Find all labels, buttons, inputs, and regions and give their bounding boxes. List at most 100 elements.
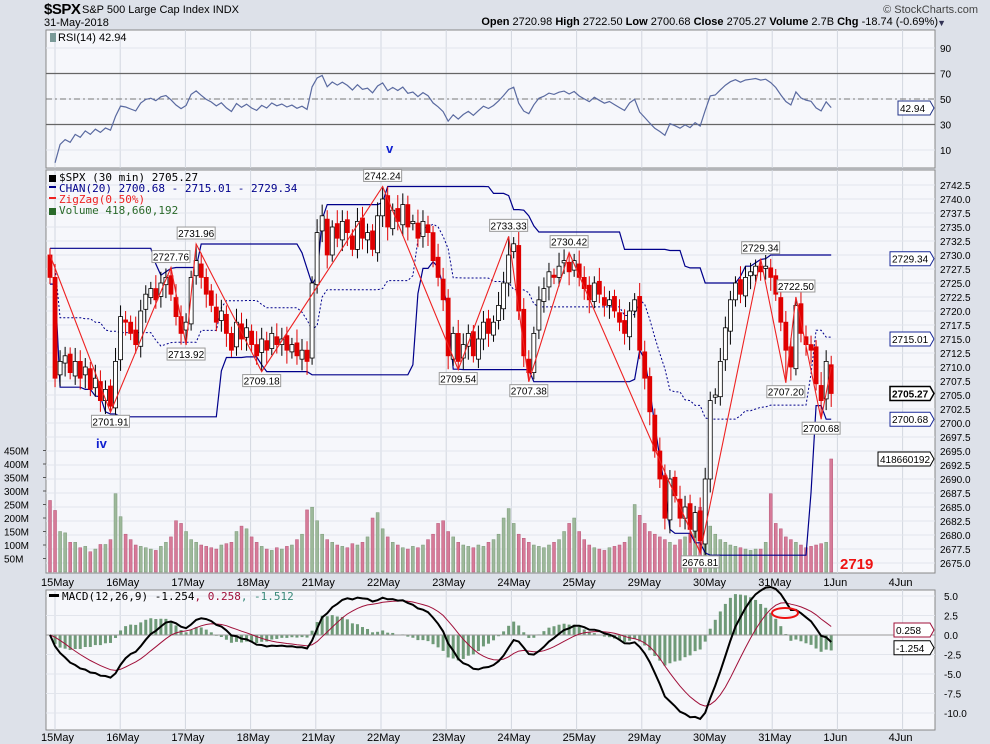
macd-signal-line [49,600,832,707]
candle [82,358,88,389]
volume-bar [557,539,561,573]
volume-tick-label: 400M [4,460,29,471]
candle-body [622,320,627,334]
chg-value: -18.74 (-0.69%) [861,16,938,28]
axis-marker-close-box [889,385,935,402]
volume-bar [607,547,612,573]
candle-body [707,400,713,480]
candle-body [677,498,683,519]
candle-body [733,282,738,301]
candle [198,252,204,289]
candle [722,316,728,371]
candle [229,326,234,357]
macd-histogram-bar [285,635,289,638]
candle [375,202,381,262]
candle [748,262,753,290]
candle [420,210,426,248]
candle [793,297,799,376]
candle-body [218,310,224,321]
macd-date-label: 31May [758,732,792,744]
dropdown-arrow-icon[interactable]: ▼ [937,18,946,28]
macd-histogram-bar [340,616,344,635]
pivot-label-text: 2707.38 [511,387,548,398]
chart-date: 31-May-2018 [44,17,109,29]
candle-body [349,235,355,250]
volume-bar [290,544,294,573]
volume-bar [123,533,128,573]
volume-bar [622,542,627,573]
macd-histogram-bar [305,635,309,638]
candle [551,268,557,285]
volume-bar [562,531,566,573]
volume-bar [390,542,395,573]
candle [385,186,391,241]
price-tick-label: 2715.0 [940,335,971,346]
volume-bar [396,544,400,573]
zigzag-pivot-label: 2713.92 [166,347,206,361]
candle-body [722,327,728,361]
candle-body [405,204,411,228]
macd-histogram-bar [310,630,314,635]
macd-histogram-bar [723,603,727,635]
volume-bar [466,546,471,573]
candle-body [763,265,769,269]
macd-histogram-bar [179,630,183,635]
volume-tick-label: 350M [4,474,29,485]
axis-marker-channel: 2715.01 [889,331,935,347]
price-tick-label: 2732.5 [940,237,971,248]
volume-bar [572,517,576,573]
macd-histogram-bar [169,621,173,635]
volume-tick-label: 150M [4,528,29,539]
price-tick-label: 2700.0 [940,419,971,430]
volume-bar [159,546,163,573]
volume-tick-label: 450M [4,447,29,458]
volume-bar [63,532,67,573]
macd-histogram-bar [638,635,642,642]
candle [380,186,386,227]
price-tick-label: 2727.5 [940,265,971,276]
candle-body [360,217,365,239]
volume-bar [360,542,365,573]
macd-histogram-bar [124,626,128,635]
volume-bar [138,546,143,573]
macd-legend-part: MACD(12,26,9) -1.254 [62,590,195,603]
candle [733,276,738,307]
candle-body [309,282,315,359]
macd-histogram-bar [512,621,516,635]
macd-histogram-bar [78,635,82,649]
zigzag-pivot-label: 2722.50 [776,279,816,293]
price-date-label: 22May [367,577,401,589]
macd-histogram-bar [335,616,339,635]
volume-bar [582,539,586,573]
candle-body [591,282,597,302]
candle [158,271,164,308]
macd-histogram-bar [698,635,702,650]
volume-bar [743,548,748,573]
volume-bar [401,547,405,573]
volume-bar [128,539,133,573]
macd-tick-label: 5.0 [944,592,958,603]
candle [163,268,169,299]
candle [798,290,804,343]
candle [213,293,219,332]
volume-bar [496,533,501,573]
candle-body [118,316,123,361]
candle [405,195,411,241]
macd-histogram-bar [476,635,480,652]
candle-body [208,290,214,306]
candle [57,350,63,387]
macd-axis-marker-box [893,622,935,638]
candle-body [450,332,456,360]
pivot-label-box [242,374,282,388]
rsi-value-marker-text: 42.94 [900,104,925,115]
volume-bar [527,542,531,573]
macd-histogram-bar [738,594,742,635]
volume-bar [345,547,350,573]
legend-swatch [49,197,56,199]
high-label: High [555,16,580,28]
candle [92,364,98,397]
candle [329,220,335,262]
candle-body [57,360,63,376]
macd-histogram-bar [517,625,521,635]
